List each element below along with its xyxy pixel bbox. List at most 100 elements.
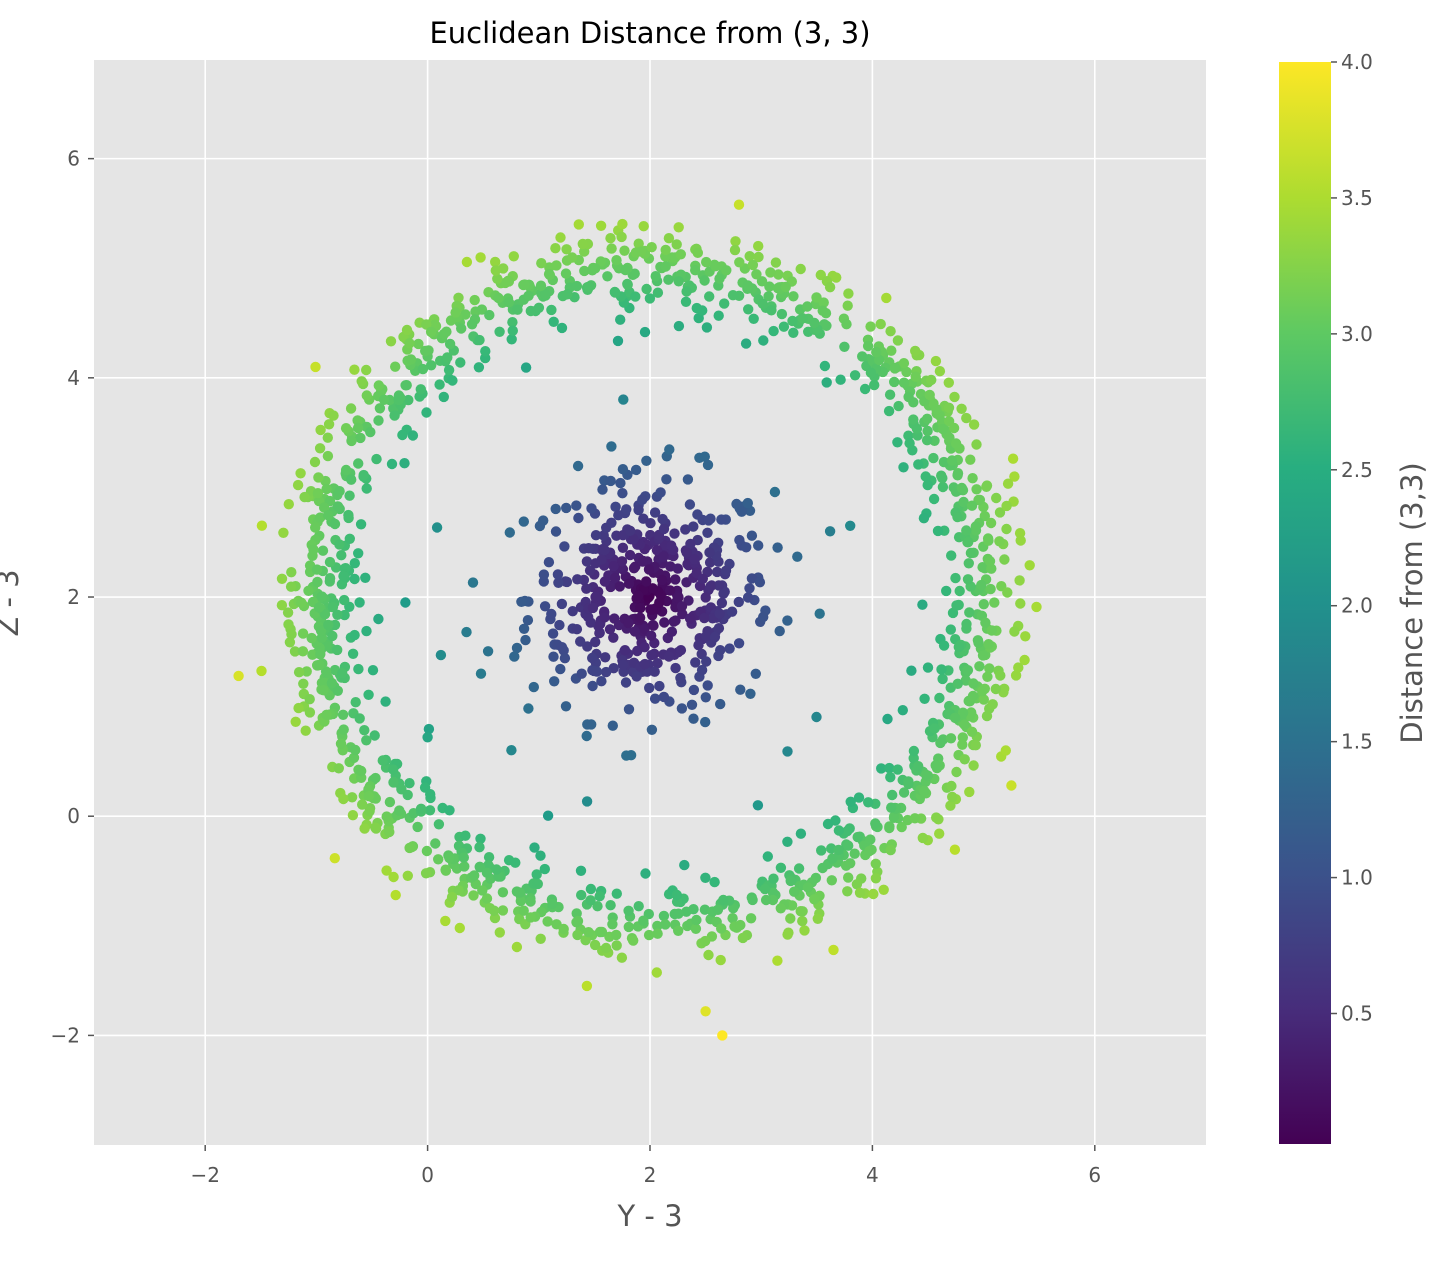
- scatter-point: [348, 752, 360, 763]
- scatter-point: [949, 844, 961, 855]
- scatter-point: [556, 598, 568, 610]
- scatter-point: [945, 624, 956, 635]
- scatter-point: [952, 678, 963, 689]
- scatter-point: [633, 901, 644, 912]
- scatter-point: [319, 609, 331, 620]
- scatter-point: [809, 317, 820, 329]
- scatter-point: [849, 370, 861, 381]
- scatter-point: [688, 684, 700, 696]
- scatter-point: [716, 597, 728, 609]
- scatter-point: [469, 870, 480, 881]
- scatter-point: [539, 601, 551, 612]
- scatter-point: [474, 862, 486, 873]
- scatter-point: [721, 265, 732, 276]
- scatter-point: [595, 220, 607, 231]
- scatter-point: [658, 551, 669, 562]
- scatter-point: [946, 455, 958, 466]
- scatter-point: [283, 619, 294, 630]
- scatter-point: [763, 291, 774, 302]
- scatter-point: [758, 335, 769, 346]
- chart-title: Euclidean Distance from (3, 3): [429, 16, 870, 50]
- scatter-point: [359, 725, 370, 736]
- scatter-point: [652, 287, 664, 298]
- scatter-point: [745, 913, 757, 924]
- scatter-point: [802, 301, 813, 312]
- scatter-point: [586, 719, 597, 730]
- scatter-point: [945, 733, 957, 744]
- scatter-point: [326, 677, 338, 689]
- scatter-point: [633, 238, 644, 249]
- scatter-point: [352, 415, 363, 426]
- scatter-point: [917, 599, 928, 610]
- scatter-point: [780, 281, 791, 293]
- scatter-point: [958, 496, 969, 508]
- scatter-point: [412, 821, 423, 833]
- scatter-point: [983, 535, 994, 546]
- scatter-point: [664, 444, 675, 455]
- scatter-point: [573, 512, 584, 524]
- scatter-point: [827, 853, 838, 864]
- scatter-point: [952, 470, 963, 481]
- scatter-point: [610, 501, 621, 512]
- scatter-point: [650, 271, 661, 282]
- scatter-point: [634, 612, 646, 623]
- scatter-point: [789, 886, 800, 897]
- scatter-point: [386, 458, 398, 470]
- scatter-point: [658, 910, 670, 922]
- scatter-point: [622, 279, 633, 290]
- scatter-point: [670, 615, 681, 626]
- scatter-point: [370, 822, 381, 833]
- scatter-point: [885, 326, 896, 337]
- scatter-point: [689, 554, 700, 565]
- scatter-point: [304, 707, 316, 718]
- scatter-point: [692, 509, 703, 520]
- scatter-point: [995, 670, 1006, 681]
- scatter-point: [292, 479, 304, 491]
- scatter-point: [317, 545, 329, 556]
- scatter-point: [623, 617, 634, 629]
- scatter-point: [641, 283, 652, 295]
- scatter-point: [983, 639, 994, 650]
- scatter-point: [809, 894, 820, 905]
- scatter-point: [396, 784, 407, 795]
- scatter-point: [508, 251, 519, 262]
- scatter-point: [310, 522, 321, 533]
- scatter-point: [920, 769, 932, 780]
- scatter-point: [390, 361, 401, 372]
- scatter-point: [742, 592, 754, 603]
- scatter-point: [753, 251, 764, 263]
- scatter-point: [647, 583, 658, 594]
- scatter-point: [950, 438, 962, 449]
- scatter-point: [716, 514, 727, 525]
- scatter-point: [999, 554, 1010, 565]
- scatter-point: [690, 657, 701, 668]
- scatter-point: [688, 521, 699, 532]
- scatter-point: [497, 887, 509, 898]
- scatter-point: [768, 325, 779, 337]
- scatter-point: [862, 340, 874, 352]
- scatter-point: [606, 243, 617, 254]
- scatter-point: [605, 900, 616, 911]
- scatter-point: [607, 720, 618, 731]
- scatter-point: [963, 558, 974, 569]
- scatter-point: [930, 760, 941, 771]
- scatter-point: [344, 533, 355, 544]
- scatter-point: [356, 765, 367, 777]
- scatter-point: [314, 443, 326, 454]
- scatter-point: [713, 623, 725, 634]
- scatter-point: [724, 643, 735, 654]
- x-axis-label: Y - 3: [616, 1199, 682, 1233]
- scatter-point: [540, 289, 551, 300]
- scatter-point: [977, 562, 988, 573]
- scatter-point: [389, 410, 400, 421]
- scatter-point: [841, 319, 852, 330]
- scatter-point: [539, 863, 550, 875]
- scatter-point: [639, 658, 651, 670]
- scatter-point: [339, 594, 350, 606]
- scatter-point: [852, 831, 863, 843]
- scatter-point: [684, 613, 696, 624]
- scatter-point: [620, 264, 631, 276]
- scatter-point: [865, 367, 877, 378]
- scatter-point: [974, 661, 985, 672]
- scatter-point: [575, 865, 587, 876]
